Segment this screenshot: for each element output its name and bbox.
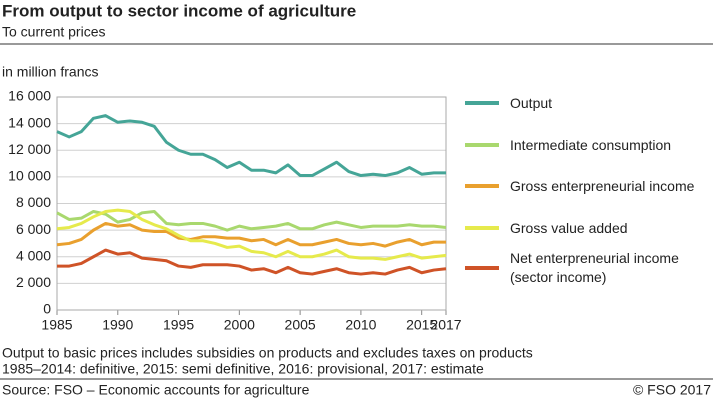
chart-subtitle: To current prices xyxy=(2,24,105,40)
x-tick-label: 2005 xyxy=(285,317,316,333)
y-tick-label: 4 000 xyxy=(16,247,51,263)
x-tick-label: 1995 xyxy=(163,317,194,333)
series-line xyxy=(56,209,447,232)
x-tick-label: 2015 xyxy=(406,317,437,333)
legend-label: Output xyxy=(510,94,553,111)
series-line xyxy=(56,208,447,261)
x-tick-label: 1985 xyxy=(41,317,72,333)
note: 1985–2014: definitive, 2015: semi defini… xyxy=(2,361,484,377)
chart-title: From output to sector income of agricult… xyxy=(2,1,356,20)
legend-label: Net enterpreneurial income (sector incom… xyxy=(510,250,679,285)
y-tick-label: 10 000 xyxy=(8,168,51,184)
copyright: © FSO 2017 xyxy=(633,382,711,398)
legend-label: Intermediate consumption xyxy=(510,136,672,153)
source: Source: FSO – Economic accounts for agri… xyxy=(2,382,310,398)
series-line xyxy=(57,248,447,276)
x-tick-label: 1990 xyxy=(102,317,133,333)
series-line xyxy=(56,114,446,178)
y-tick-label: 0 xyxy=(43,301,51,317)
note: Output to basic prices includes subsidie… xyxy=(2,345,533,361)
x-tick-label: 2017 xyxy=(430,317,461,333)
y-tick-label: 6 000 xyxy=(16,221,51,237)
plot-frame xyxy=(56,96,447,311)
y-tick-label: 12 000 xyxy=(8,141,51,157)
x-tick-label: 2010 xyxy=(345,317,376,333)
y-tick-label: 14 000 xyxy=(8,114,51,130)
y-tick-label: 2 000 xyxy=(16,274,51,290)
y-axis-label: in million francs xyxy=(2,64,98,80)
series-line xyxy=(56,221,446,248)
y-tick-label: 8 000 xyxy=(16,194,51,210)
y-tick-label: 16 000 xyxy=(8,88,51,104)
x-tick-label: 2000 xyxy=(224,317,255,333)
legend-label: Gross enterpreneurial income xyxy=(510,177,695,194)
legend-label: Gross value added xyxy=(510,219,628,236)
